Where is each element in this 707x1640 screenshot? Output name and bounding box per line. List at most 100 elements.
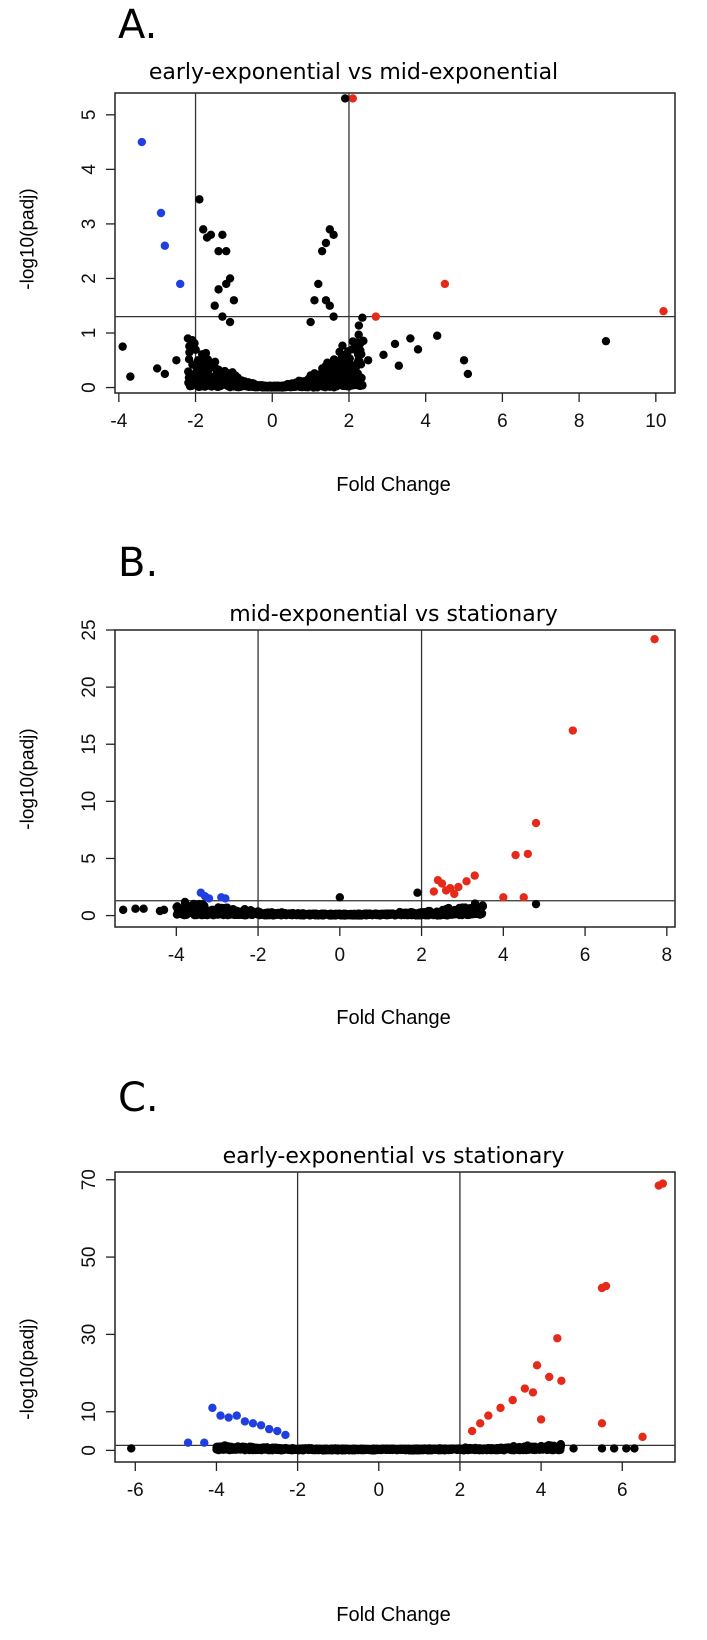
plot-frame (114, 1171, 676, 1463)
x-tick-label: 0 (267, 411, 278, 432)
x-tick-label: 6 (617, 1480, 628, 1501)
data-point (248, 909, 257, 919)
data-point (329, 312, 338, 321)
data-point (400, 1445, 409, 1454)
data-point (549, 1442, 558, 1451)
data-point (197, 370, 207, 380)
upregulated-point (348, 94, 358, 103)
data-point (369, 1444, 378, 1453)
upregulated-point (654, 1181, 663, 1190)
upregulated-point (597, 1419, 607, 1428)
data-point (481, 1444, 491, 1454)
upregulated-point (441, 886, 451, 895)
data-point (339, 350, 348, 360)
data-point (228, 369, 237, 379)
x-tick-label: -6 (127, 1480, 144, 1501)
data-point (204, 359, 214, 369)
panel-letter: C. (118, 1075, 159, 1121)
data-point (408, 1445, 417, 1454)
x-tick-label: -4 (208, 1480, 225, 1501)
data-point (220, 1444, 230, 1454)
upregulated-point (462, 877, 471, 886)
upregulated-point (545, 1372, 554, 1382)
data-point (601, 336, 611, 346)
data-point (358, 313, 367, 322)
panel-letter: B. (118, 540, 159, 586)
data-point (273, 381, 282, 390)
data-point (439, 910, 449, 920)
panel-a: A. early-exponential vs mid-exponential … (0, 0, 707, 520)
data-point (281, 381, 291, 391)
upregulated-point (450, 889, 459, 899)
x-tick-label: 0 (373, 1480, 384, 1501)
data-point (465, 910, 474, 919)
data-point (131, 904, 140, 913)
downregulated-point (137, 137, 147, 147)
y-tick-label: 0 (79, 1445, 100, 1456)
data-point (317, 246, 327, 256)
data-point (340, 94, 350, 103)
data-point (221, 905, 230, 914)
data-point (218, 230, 227, 240)
x-axis-label: Fold Change (336, 474, 451, 496)
upregulated-point (499, 893, 508, 902)
x-tick-label: -4 (110, 411, 127, 432)
data-point (413, 888, 422, 897)
data-point (379, 350, 388, 360)
x-tick-label: 4 (498, 945, 509, 966)
data-point (311, 910, 321, 919)
data-point (441, 1444, 451, 1454)
data-point (218, 312, 227, 321)
data-point (152, 364, 162, 373)
data-point (186, 907, 196, 916)
data-point (196, 377, 206, 387)
data-point (214, 246, 223, 256)
x-tick-label: 2 (344, 411, 355, 432)
data-point (126, 372, 135, 381)
x-tick-label: 10 (645, 411, 666, 432)
panel-b: B. mid-exponential vs stationary -log10(… (0, 520, 707, 1060)
y-tick-label: 30 (79, 1324, 100, 1345)
plot-frame (114, 629, 676, 928)
data-point (491, 1444, 500, 1453)
upregulated-point (553, 1334, 562, 1343)
upregulated-point (520, 1384, 530, 1393)
data-point (413, 345, 423, 354)
data-point (520, 1442, 530, 1451)
data-point (184, 354, 194, 364)
data-point (333, 1444, 342, 1454)
x-tick-label: 0 (335, 945, 346, 966)
data-point (352, 359, 361, 368)
downregulated-point (273, 1426, 282, 1436)
data-point (470, 899, 480, 908)
data-point (180, 897, 190, 907)
upregulated-point (557, 1376, 566, 1385)
data-point (425, 1445, 434, 1455)
data-point (260, 381, 269, 390)
data-point (434, 1446, 443, 1455)
data-point (387, 909, 397, 919)
y-tick-label: 25 (79, 619, 100, 640)
data-point (415, 1445, 424, 1454)
upregulated-point (371, 312, 381, 321)
y-tick-label: 15 (79, 734, 100, 755)
upregulated-point (440, 279, 450, 289)
data-point (160, 369, 170, 379)
upregulated-point (433, 875, 443, 885)
data-point (127, 1444, 136, 1453)
downregulated-point (232, 1411, 241, 1420)
y-tick-label: 50 (79, 1246, 100, 1267)
data-point (206, 376, 215, 386)
data-point (250, 1445, 259, 1454)
data-point (390, 339, 400, 349)
x-tick-label: -2 (250, 945, 267, 966)
data-point (267, 1444, 276, 1453)
data-point (463, 369, 473, 379)
data-point (197, 350, 207, 359)
y-tick-label: 1 (79, 328, 100, 339)
data-point (459, 356, 469, 365)
chart-title: early-exponential vs stationary (222, 1144, 565, 1169)
y-tick-label: 10 (79, 1401, 100, 1422)
data-point (230, 1443, 239, 1452)
x-tick-label: -2 (289, 1480, 306, 1501)
